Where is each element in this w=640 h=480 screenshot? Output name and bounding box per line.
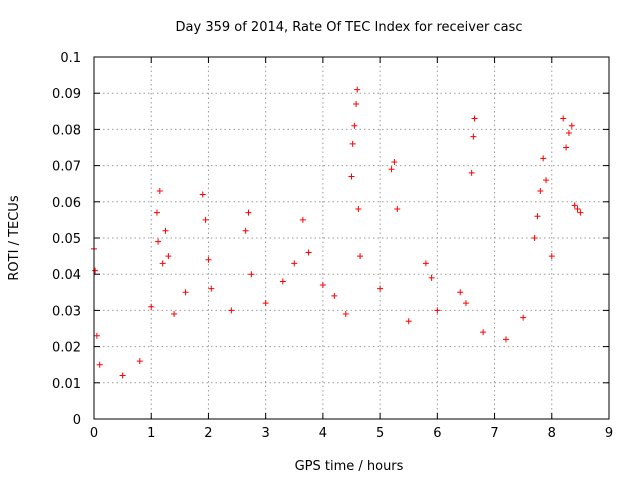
y-tick-label: 0.04 bbox=[52, 268, 81, 283]
data-point bbox=[342, 311, 349, 318]
data-point bbox=[299, 216, 306, 223]
x-axis-label: GPS time / hours bbox=[295, 459, 404, 474]
axis-ticks bbox=[93, 56, 610, 420]
data-point bbox=[245, 209, 252, 216]
data-point bbox=[205, 256, 212, 263]
data-point bbox=[136, 358, 143, 365]
data-point bbox=[351, 122, 358, 129]
y-tick-label: 0.06 bbox=[52, 196, 81, 211]
data-point bbox=[571, 202, 578, 209]
data-point bbox=[405, 318, 412, 325]
data-point bbox=[470, 133, 477, 140]
data-point bbox=[503, 336, 509, 343]
data-point bbox=[96, 361, 103, 368]
y-tick-label: 0.05 bbox=[52, 232, 81, 247]
data-point bbox=[540, 155, 547, 162]
data-point bbox=[171, 311, 178, 318]
data-point bbox=[534, 213, 541, 220]
data-point bbox=[471, 115, 478, 122]
data-point bbox=[148, 303, 155, 310]
x-tick-label: 4 bbox=[319, 426, 327, 441]
data-point bbox=[355, 206, 362, 213]
data-point bbox=[153, 209, 160, 216]
x-tick-label: 2 bbox=[204, 426, 212, 441]
x-tick-label: 0 bbox=[90, 426, 98, 441]
data-point bbox=[377, 285, 384, 292]
data-point bbox=[462, 300, 469, 307]
y-axis-label: ROTI / TECUs bbox=[7, 195, 22, 280]
data-point bbox=[563, 144, 570, 151]
data-point bbox=[202, 216, 209, 223]
data-point bbox=[348, 173, 355, 180]
y-tick-labels: 0 0.01 0.02 0.03 0.04 0.05 0.06 0.07 0.08 0.09 0.1 bbox=[52, 51, 81, 428]
data-point bbox=[119, 372, 126, 379]
data-point bbox=[357, 253, 364, 260]
data-point bbox=[291, 260, 298, 267]
y-tick-label: 0.08 bbox=[52, 123, 81, 138]
data-point bbox=[248, 271, 255, 278]
data-point bbox=[548, 253, 555, 260]
data-point bbox=[531, 235, 538, 241]
y-tick-label: 0 bbox=[73, 413, 81, 428]
y-tick-label: 0.01 bbox=[52, 377, 81, 392]
x-tick-label: 6 bbox=[433, 426, 441, 441]
x-tick-labels: 0 1 2 3 4 5 6 7 8 9 bbox=[90, 426, 613, 441]
x-tick-label: 9 bbox=[605, 426, 613, 441]
data-point bbox=[565, 130, 572, 137]
chart-title: Day 359 of 2014, Rate Of TEC Index for r… bbox=[176, 20, 523, 35]
data-point bbox=[319, 282, 326, 289]
data-point bbox=[208, 285, 215, 292]
data-point bbox=[568, 122, 575, 129]
data-point bbox=[354, 86, 361, 93]
data-point bbox=[422, 260, 429, 267]
data-point bbox=[480, 329, 487, 336]
data-point bbox=[353, 101, 360, 108]
data-point bbox=[182, 289, 189, 296]
data-point bbox=[543, 177, 550, 184]
data-point bbox=[520, 314, 527, 321]
grid-lines bbox=[94, 57, 609, 419]
data-point bbox=[92, 267, 99, 274]
data-point bbox=[428, 274, 435, 281]
y-tick-label: 0.03 bbox=[52, 304, 81, 319]
y-tick-label: 0.09 bbox=[52, 87, 81, 102]
data-point bbox=[305, 249, 312, 256]
x-tick-label: 1 bbox=[147, 426, 155, 441]
data-point bbox=[165, 253, 172, 260]
data-point bbox=[388, 166, 395, 173]
data-point bbox=[468, 169, 475, 176]
x-tick-label: 8 bbox=[548, 426, 556, 441]
data-point bbox=[162, 227, 169, 234]
data-point bbox=[199, 191, 206, 198]
data-point bbox=[159, 260, 166, 267]
data-point bbox=[331, 292, 338, 299]
data-point bbox=[262, 300, 269, 307]
data-point bbox=[560, 115, 567, 122]
x-tick-label: 3 bbox=[262, 426, 270, 441]
data-point bbox=[279, 278, 286, 285]
data-point bbox=[156, 187, 163, 194]
y-tick-label: 0.02 bbox=[52, 341, 81, 356]
data-point bbox=[457, 289, 464, 296]
data-point bbox=[434, 307, 441, 314]
data-point bbox=[394, 206, 401, 213]
data-point bbox=[228, 307, 235, 314]
data-point bbox=[349, 140, 356, 147]
data-point bbox=[391, 158, 398, 165]
data-point bbox=[93, 332, 100, 339]
x-tick-label: 5 bbox=[376, 426, 384, 441]
y-tick-label: 0.07 bbox=[52, 160, 81, 175]
x-tick-label: 7 bbox=[490, 426, 498, 441]
data-point bbox=[574, 206, 581, 213]
data-point bbox=[155, 238, 162, 245]
data-point bbox=[242, 227, 249, 234]
y-tick-label: 0.1 bbox=[60, 51, 81, 66]
data-point bbox=[577, 209, 584, 216]
data-point bbox=[537, 187, 544, 194]
